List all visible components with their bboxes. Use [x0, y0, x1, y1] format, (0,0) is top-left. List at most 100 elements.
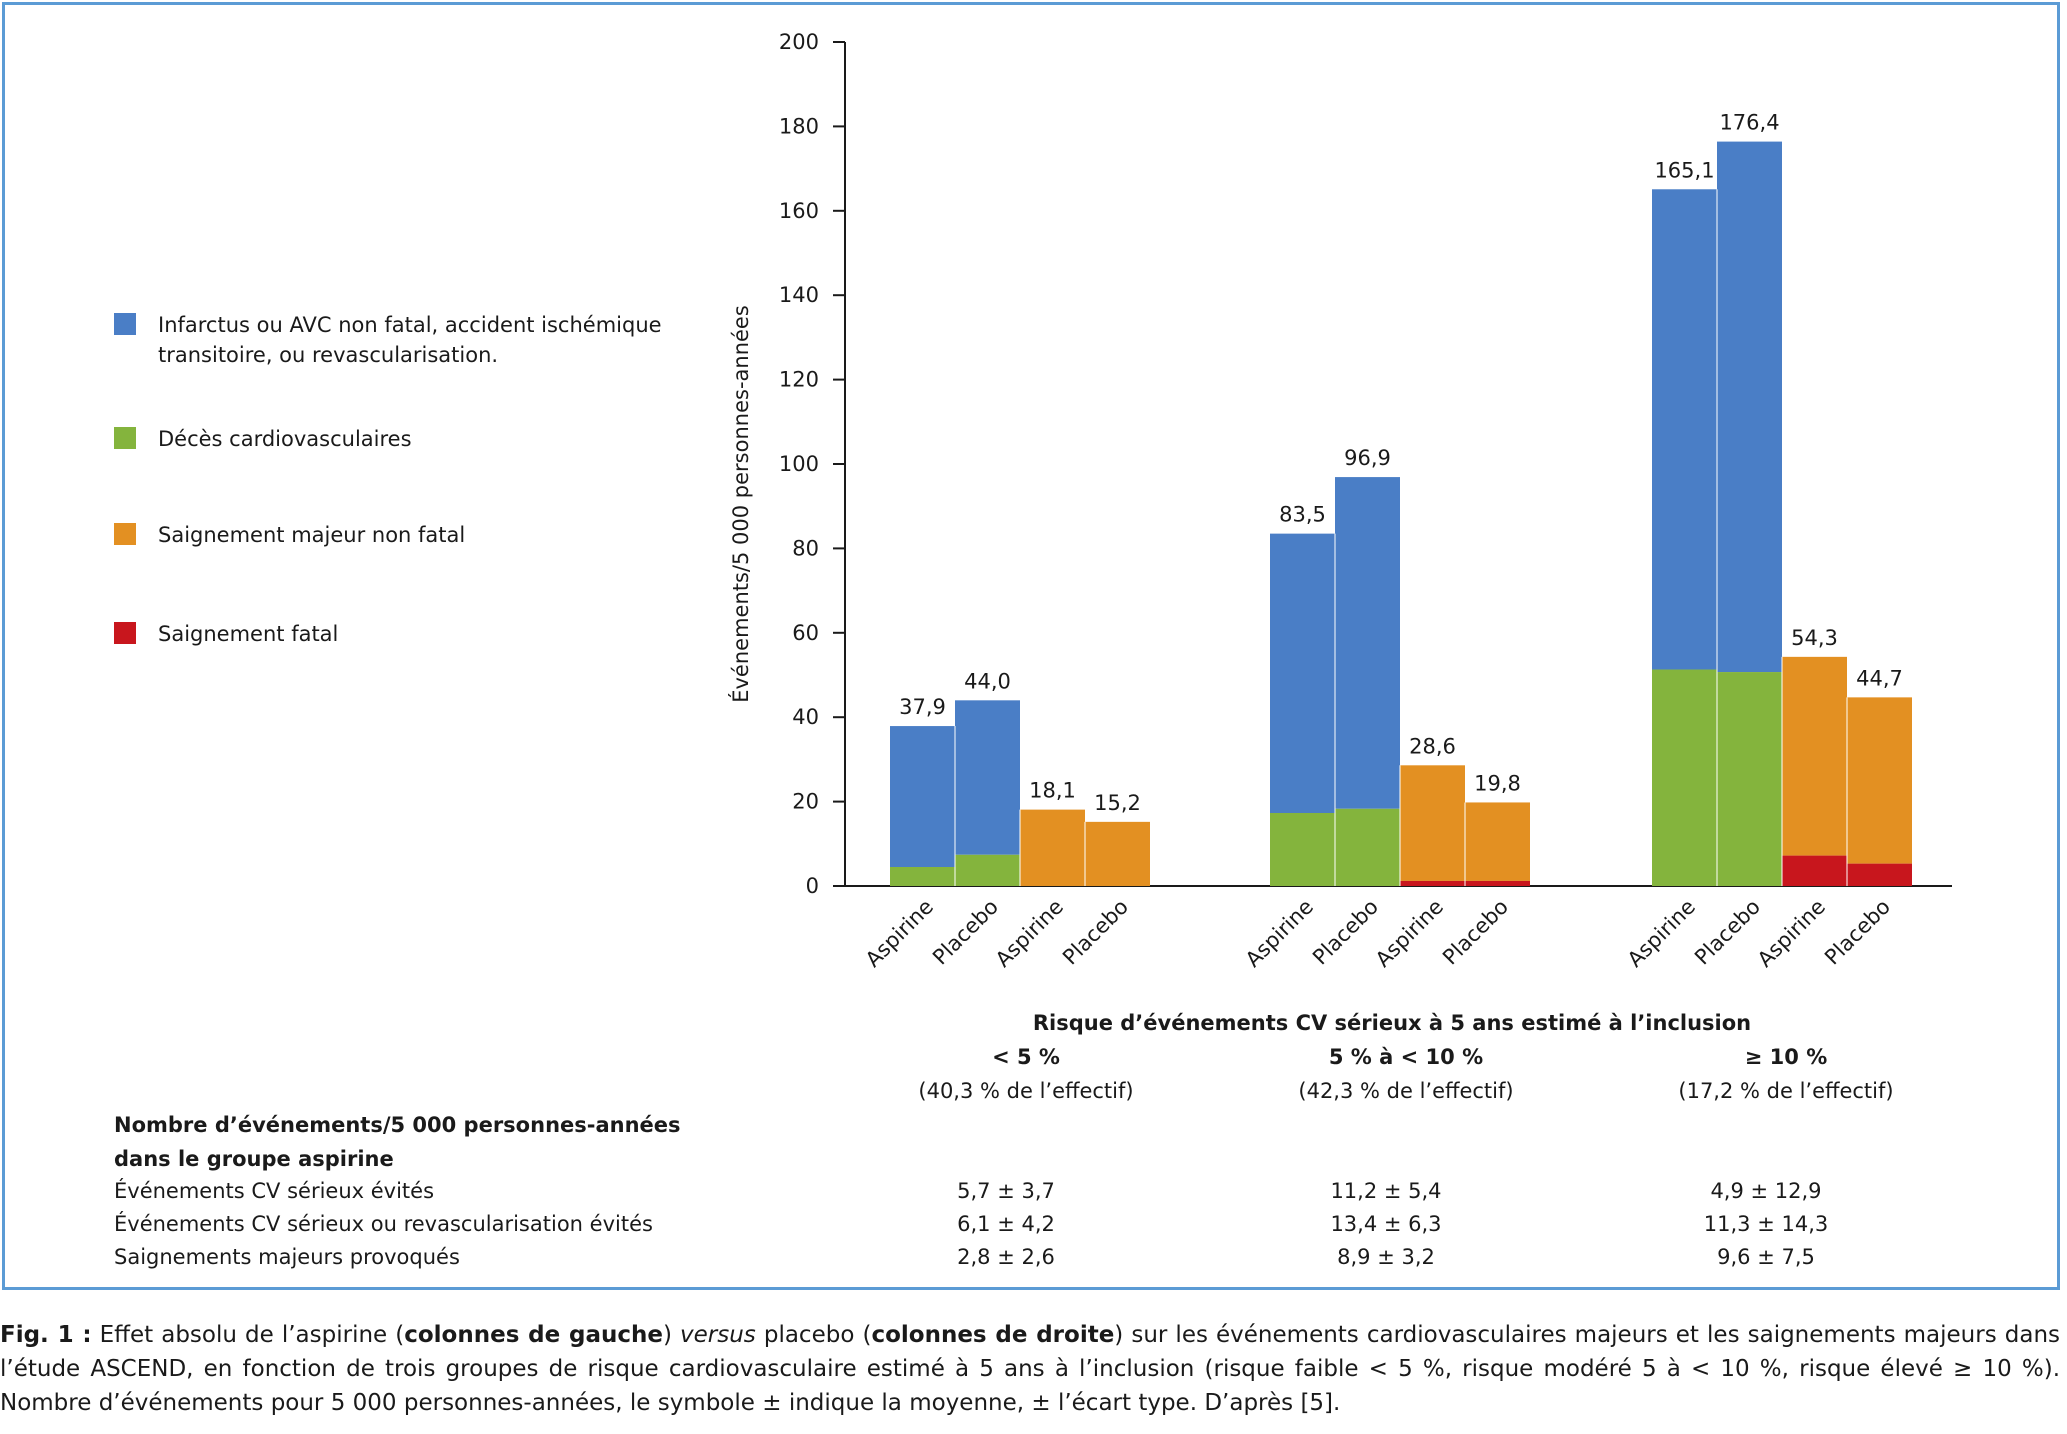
y-tick-label: 40	[792, 705, 819, 729]
group-header-moderate: 5 % à < 10 % (42,3 % de l’effectif)	[1186, 1040, 1626, 1108]
group-name: < 5 %	[992, 1045, 1060, 1069]
legend-swatch-red	[114, 622, 136, 644]
bar-value-label: 176,4	[1719, 111, 1779, 135]
group-share: (42,3 % de l’effectif)	[1298, 1079, 1514, 1103]
bar-segment-upper	[1270, 533, 1335, 813]
row-label: Événements CV sérieux ou revascularisati…	[114, 1212, 653, 1236]
bar-segment-lower	[1270, 812, 1335, 886]
bar-segment-lower	[1335, 808, 1400, 886]
bar-value-label: 15,2	[1094, 791, 1141, 815]
x-axis-title: Risque d’événements CV sérieux à 5 ans e…	[1033, 1011, 1751, 1035]
bar-segment-upper	[1465, 802, 1530, 881]
legend-swatch-orange	[114, 523, 136, 545]
table-row: Événements CV sérieux évités 5,7 ± 3,7 1…	[114, 1174, 2067, 1208]
x-category-label: Aspirine	[991, 895, 1068, 972]
table-title-line2: dans le groupe aspirine	[114, 1147, 394, 1171]
caption-italic: versus	[680, 1322, 756, 1348]
bar-segment-lower	[1465, 880, 1530, 886]
y-tick-label: 200	[779, 30, 819, 54]
legend-item-cv-death: Décès cardiovasculaires	[114, 424, 718, 454]
row-value-moderate: 13,4 ± 6,3	[1330, 1212, 1442, 1236]
group-share: (17,2 % de l’effectif)	[1678, 1079, 1894, 1103]
caption-text: Effet absolu de l’aspirine (	[91, 1322, 405, 1348]
y-tick-label: 140	[779, 283, 819, 307]
y-tick-label: 80	[792, 536, 819, 560]
bar-segment-upper	[1782, 656, 1847, 856]
bar-segment-upper	[1400, 765, 1465, 881]
x-category-label: Aspirine	[1241, 895, 1318, 972]
legend-label: Infarctus ou AVC non fatal, accident isc…	[158, 313, 662, 367]
bar-value-label: 44,0	[964, 669, 1011, 693]
row-value-low: 6,1 ± 4,2	[957, 1212, 1055, 1236]
row-value-high: 4,9 ± 12,9	[1710, 1179, 1822, 1203]
legend-item-major-bleed: Saignement majeur non fatal	[114, 520, 718, 550]
bar-segment-upper	[1085, 821, 1150, 886]
legend-item-cv-events: Infarctus ou AVC non fatal, accident isc…	[114, 310, 718, 370]
legend-item-fatal-bleed: Saignement fatal	[114, 619, 718, 649]
bar-value-label: 19,8	[1474, 771, 1521, 795]
caption-text: ) sur les événements cardiovasculaires m…	[0, 1322, 2060, 1416]
row-value-low: 2,8 ± 2,6	[957, 1245, 1055, 1269]
group-share: (40,3 % de l’effectif)	[918, 1079, 1134, 1103]
bar-segment-lower	[1400, 880, 1465, 886]
x-category-label: Placebo	[1308, 895, 1383, 970]
row-value-high: 9,6 ± 7,5	[1717, 1245, 1815, 1269]
x-category-label: Placebo	[1058, 895, 1133, 970]
caption-text: placebo (	[755, 1322, 872, 1348]
row-value-low: 5,7 ± 3,7	[957, 1179, 1055, 1203]
bar-value-label: 28,6	[1409, 734, 1456, 758]
y-tick-label: 0	[806, 874, 819, 898]
bar-segment-upper	[1717, 141, 1782, 673]
group-header-high: ≥ 10 % (17,2 % de l’effectif)	[1566, 1040, 2006, 1108]
figure-frame	[2, 2, 2060, 1290]
events-table: Nombre d’événements/5 000 personnes-anné…	[114, 1108, 2054, 1278]
caption-bold: colonnes de droite	[871, 1322, 1115, 1348]
bar-segment-upper	[1847, 697, 1912, 864]
x-category-label: Aspirine	[1753, 895, 1830, 972]
legend-swatch-blue	[114, 313, 136, 335]
bar-segment-lower	[1717, 672, 1782, 886]
row-label: Saignements majeurs provoqués	[114, 1245, 460, 1269]
bar-value-label: 18,1	[1029, 779, 1076, 803]
bar-segment-lower	[1652, 669, 1717, 886]
y-axis-title: Événements/5 000 personnes-années	[728, 305, 753, 703]
group-name: 5 % à < 10 %	[1328, 1045, 1484, 1069]
stacked-bar-chart: 0 20 40 60 80 100 120 140 160 180 200 Événements/5 …	[728, 30, 1952, 1035]
y-tick-label: 100	[779, 452, 819, 476]
caption-bold: colonnes de gauche	[404, 1322, 663, 1348]
row-label: Événements CV sérieux évités	[114, 1179, 435, 1203]
x-category-label: Placebo	[1690, 895, 1765, 970]
y-tick-label: 160	[779, 199, 819, 223]
bar-value-label: 44,7	[1856, 666, 1903, 690]
caption-text: )	[662, 1322, 681, 1348]
bar-segment-upper	[1652, 189, 1717, 670]
legend-label: Saignement majeur non fatal	[158, 523, 466, 547]
legend-label: Décès cardiovasculaires	[158, 427, 412, 451]
x-category-label: Placebo	[1820, 895, 1895, 970]
group-header-low: < 5 % (40,3 % de l’effectif)	[806, 1040, 1246, 1108]
bar-segment-upper	[1020, 809, 1085, 886]
y-tick-label: 120	[779, 368, 819, 392]
legend-label: Saignement fatal	[158, 622, 339, 646]
y-tick-label: 60	[792, 621, 819, 645]
bar-value-label: 96,9	[1344, 446, 1391, 470]
y-tick-label: 20	[792, 790, 819, 814]
x-category-label: Aspirine	[1623, 895, 1700, 972]
bar-value-label: 83,5	[1279, 503, 1326, 527]
bar-segment-upper	[955, 700, 1020, 855]
bar-segment-lower	[890, 867, 955, 886]
bar-segment-lower	[1782, 855, 1847, 886]
bar-value-label: 54,3	[1791, 626, 1838, 650]
row-value-moderate: 8,9 ± 3,2	[1337, 1245, 1435, 1269]
x-category-label: Placebo	[928, 895, 1003, 970]
bar-segment-lower	[955, 854, 1020, 886]
row-value-moderate: 11,2 ± 5,4	[1330, 1179, 1442, 1203]
bar-segment-upper	[890, 726, 955, 868]
legend-swatch-green	[114, 427, 136, 449]
bar-segment-lower	[1847, 863, 1912, 886]
x-category-label: Placebo	[1438, 895, 1513, 970]
bar-segment-upper	[1335, 477, 1400, 809]
table-title-line1: Nombre d’événements/5 000 personnes-anné…	[114, 1113, 681, 1137]
bar-value-label: 165,1	[1654, 158, 1714, 182]
x-category-label: Aspirine	[861, 895, 938, 972]
